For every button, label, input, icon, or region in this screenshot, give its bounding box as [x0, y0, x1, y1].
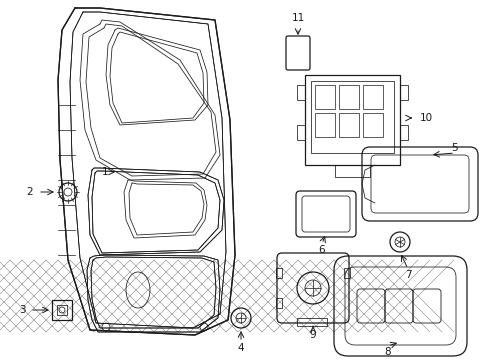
Text: 11: 11 [291, 13, 304, 23]
Bar [305, 75, 399, 165]
Bar [338, 113, 358, 137]
Text: 5: 5 [451, 143, 457, 153]
Bar [362, 113, 382, 137]
Bar [94, 328, 213, 360]
Text: 7: 7 [404, 270, 410, 280]
Bar [314, 85, 334, 109]
Text: 1: 1 [102, 167, 108, 177]
Bar [343, 268, 349, 278]
Bar [296, 125, 305, 140]
Bar [399, 125, 407, 140]
Text: 4: 4 [237, 343, 244, 353]
Bar [275, 268, 282, 278]
Bar [213, 260, 488, 328]
Text: 3: 3 [19, 305, 25, 315]
Bar [94, 0, 213, 260]
Bar [57, 305, 67, 315]
Text: 10: 10 [419, 113, 432, 123]
Bar [52, 300, 72, 320]
Bar [310, 81, 393, 153]
Bar [362, 85, 382, 109]
Bar [275, 298, 282, 308]
Bar [296, 85, 305, 100]
Text: 8: 8 [384, 347, 390, 357]
Bar [334, 165, 369, 177]
Text: 2: 2 [27, 187, 33, 197]
Text: 6: 6 [318, 245, 325, 255]
Bar [314, 113, 334, 137]
Text: 9: 9 [309, 330, 316, 340]
Bar [399, 85, 407, 100]
Bar [338, 85, 358, 109]
Bar [296, 318, 326, 326]
Bar [0, 260, 94, 328]
